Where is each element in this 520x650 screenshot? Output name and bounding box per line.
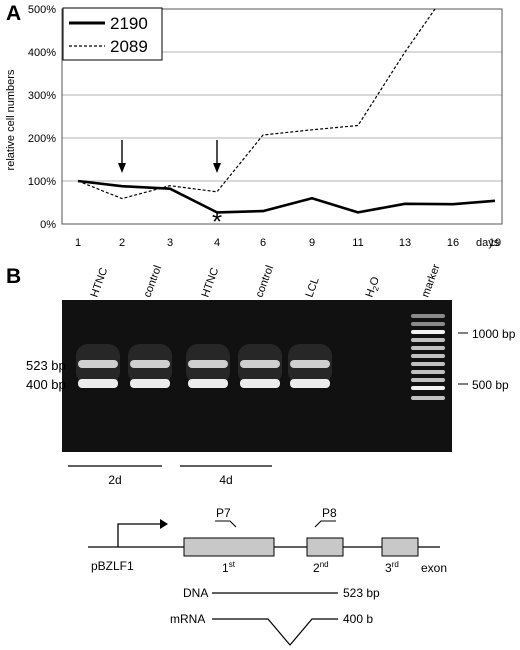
grid [61, 8, 503, 225]
band-label-523: 523 bp [26, 358, 66, 373]
marker-ladder-band [411, 378, 445, 382]
marker-ladder-band [411, 330, 445, 334]
series-lines [77, 9, 496, 214]
exon-2-box [306, 537, 344, 557]
dna-size-label: 523 bp [343, 586, 380, 600]
exon-3-box [381, 537, 419, 557]
marker-ladder-band [411, 314, 445, 318]
marker-ladder-band [411, 362, 445, 366]
asterisk-annotation: * [212, 206, 222, 236]
marker-ladder-band [411, 370, 445, 374]
lane-labels: HTNC control HTNC control LCL H2O marker [89, 262, 443, 299]
series-line-2089 [77, 9, 436, 200]
band-400 [78, 379, 118, 388]
lane-label-htnc-4d: HTNC [200, 266, 222, 299]
arrow-head [213, 163, 221, 173]
x-tick-label: 11 [352, 237, 363, 249]
marker-ladder-band [411, 396, 445, 400]
marker-ladder-band [411, 338, 445, 342]
gel-image [62, 300, 452, 452]
legend-label-2089: 2089 [110, 37, 148, 56]
band-400 [240, 379, 280, 388]
primer-p8-arrow [314, 520, 336, 528]
x-tick-label: 4 [214, 237, 220, 249]
marker-label-500: 500 bp [472, 378, 509, 392]
marker-label-1000: 1000 bp [472, 327, 516, 341]
lane-label-marker: marker [420, 262, 443, 299]
legend-box [62, 7, 163, 61]
marker-ladder-band [411, 322, 445, 326]
y-tick-label: 300% [28, 90, 56, 102]
band-label-400: 400 bp [26, 377, 66, 392]
lane-label-htnc-2d: HTNC [89, 266, 111, 299]
x-tick-label: 16 [447, 237, 459, 249]
band-400 [130, 379, 170, 388]
band-523 [130, 360, 170, 368]
series-line-2190 [77, 179, 496, 214]
x-tick-label: 1 [75, 237, 81, 249]
marker-ladder-band [411, 346, 445, 350]
panel-b-label: B [6, 265, 21, 288]
marker-ladder-band [411, 386, 445, 390]
band-523 [78, 360, 118, 368]
group-label-4d: 4d [219, 473, 232, 487]
primer-p7-label: P7 [216, 506, 231, 520]
x-tick-label: 2 [119, 237, 125, 249]
line-chart: relative cell numbers days 0% 100% 200% 300… [5, 4, 503, 249]
gene-diagram: pBZLF1 1st 2nd 3rd exon P7 P8 DNA 523 bp… [88, 506, 447, 646]
mrna-label: mRNA [170, 612, 205, 626]
exon-1-label: 1st [222, 560, 236, 575]
exon-word-label: exon [421, 561, 447, 575]
y-tick-label: 0% [40, 219, 56, 231]
y-axis-label: relative cell numbers [5, 69, 17, 170]
arrow-head [118, 163, 126, 173]
plot-frame [61, 8, 503, 225]
x-tick-label: 13 [399, 237, 411, 249]
lane-label-h2o: H2O [364, 275, 384, 300]
panel-a-label: A [6, 2, 21, 25]
gel-bands [76, 314, 445, 400]
legend-label-2190: 2190 [110, 14, 148, 33]
x-unit-label: days [476, 237, 500, 249]
marker-ladder-band [411, 354, 445, 358]
lane-label-lcl: LCL [304, 276, 322, 299]
x-tick-label: 6 [260, 237, 266, 249]
lane-label-control-4d: control [254, 264, 277, 299]
x-tick-label: 19 [489, 237, 501, 249]
band-523 [188, 360, 228, 368]
group-label-2d: 2d [108, 473, 121, 487]
band-523 [290, 360, 330, 368]
mrna-size-label: 400 b [343, 612, 373, 626]
y-tick-label: 200% [28, 133, 56, 145]
mrna-product-line [212, 618, 338, 646]
band-523 [240, 360, 280, 368]
y-tick-label: 400% [28, 47, 56, 59]
y-tick-label: 500% [28, 4, 56, 16]
dna-label: DNA [183, 586, 208, 600]
primer-p8-label: P8 [322, 506, 337, 520]
band-400 [188, 379, 228, 388]
promoter-label: pBZLF1 [91, 559, 134, 573]
primer-p7-arrow [215, 520, 237, 528]
promoter-arrow [117, 523, 160, 547]
band-400 [290, 379, 330, 388]
y-tick-labels: 0% 100% 200% 300% 400% 500% [28, 4, 56, 231]
x-tick-labels: 1 2 3 4 6 9 11 13 16 19 [75, 237, 501, 249]
y-tick-label: 100% [28, 176, 56, 188]
lane-label-control-2d: control [142, 264, 165, 299]
arrows [118, 140, 221, 173]
x-tick-label: 3 [167, 237, 173, 249]
exon-3-label: 3rd [385, 560, 399, 575]
promoter-arrowhead [160, 519, 168, 529]
exon-1-box [183, 537, 275, 557]
exon-2-label: 2nd [313, 560, 329, 575]
x-tick-label: 9 [309, 237, 315, 249]
